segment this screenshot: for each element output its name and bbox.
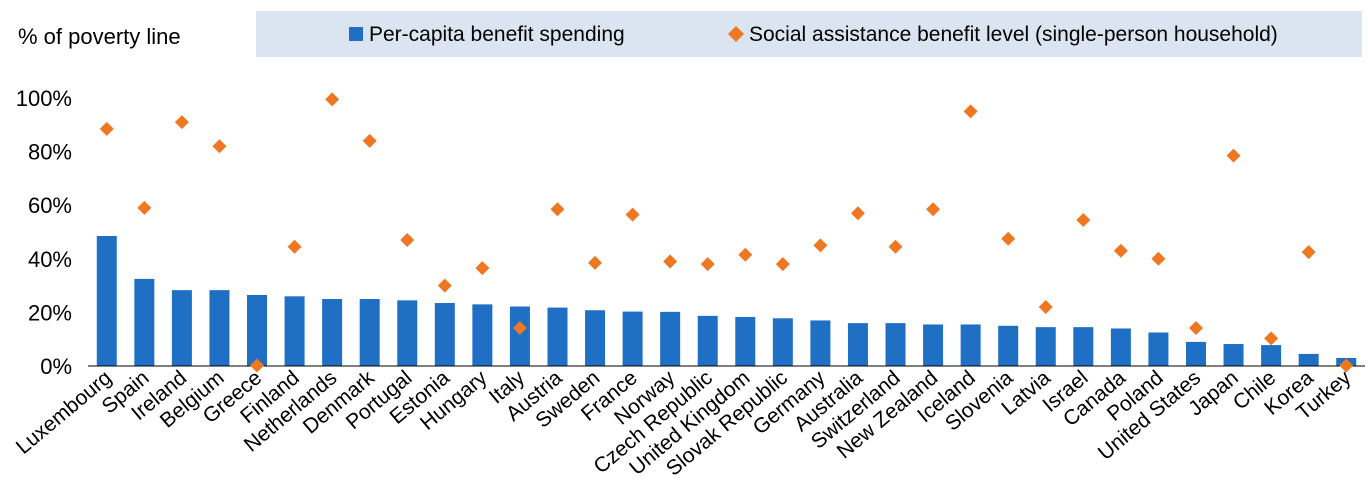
diamond-marker bbox=[850, 206, 865, 221]
bar-mark bbox=[209, 290, 230, 366]
bar-mark bbox=[885, 323, 906, 366]
diamond-marker bbox=[775, 257, 790, 272]
diamond-marker bbox=[174, 115, 189, 130]
diamond-marker bbox=[137, 200, 152, 215]
diamond-marker bbox=[700, 257, 715, 272]
bar-mark bbox=[585, 310, 606, 366]
diamond-marker bbox=[625, 207, 640, 222]
diamond-marker bbox=[1113, 243, 1128, 258]
legend-bar-label: Per-capita benefit spending bbox=[369, 23, 625, 46]
diamond-marker bbox=[212, 139, 227, 154]
diamond-marker bbox=[437, 278, 452, 293]
diamond-marker bbox=[663, 254, 678, 269]
y-tick-label: 40% bbox=[28, 247, 72, 272]
diamond-marker bbox=[1339, 358, 1354, 373]
diamond-marker bbox=[1301, 245, 1316, 260]
diamond-marker bbox=[99, 121, 114, 136]
bar-mark bbox=[810, 320, 831, 366]
bar-mark bbox=[171, 290, 192, 366]
bar-mark bbox=[547, 307, 568, 366]
diamond-marker bbox=[550, 202, 565, 217]
x-tick-label: Luxembourg bbox=[12, 366, 116, 459]
diamond-marker bbox=[325, 92, 340, 107]
bar-mark bbox=[247, 294, 268, 366]
y-axis-label: % of poverty line bbox=[18, 24, 181, 49]
bar-mark bbox=[960, 324, 981, 366]
diamond-marker bbox=[287, 239, 302, 254]
bar-mark bbox=[772, 318, 793, 366]
diamond-marker bbox=[250, 358, 265, 373]
bar-mark bbox=[622, 311, 643, 366]
diamond-marker bbox=[588, 255, 603, 270]
bar-mark bbox=[359, 299, 380, 366]
diamond-marker bbox=[1264, 331, 1279, 346]
diamond-marker bbox=[362, 133, 377, 148]
bar-mark bbox=[660, 311, 681, 366]
bar-mark bbox=[96, 236, 117, 366]
diamond-marker bbox=[926, 202, 941, 217]
bar-mark bbox=[1223, 344, 1244, 366]
bar-mark bbox=[1110, 328, 1131, 366]
legend-bar-swatch bbox=[349, 27, 363, 41]
bar-mark bbox=[434, 303, 455, 366]
diamond-marker bbox=[1188, 320, 1203, 335]
bars-group bbox=[96, 236, 1357, 366]
bar-mark bbox=[284, 296, 305, 366]
bar-mark bbox=[472, 304, 493, 366]
y-tick-label: 0% bbox=[40, 354, 72, 379]
diamond-marker bbox=[1151, 251, 1166, 266]
y-tick-label: 60% bbox=[28, 193, 72, 218]
bar-mark bbox=[847, 323, 868, 366]
bar-mark bbox=[1298, 353, 1319, 366]
bar-mark bbox=[134, 278, 155, 366]
x-axis-labels: LuxembourgSpainIrelandBelgiumGreeceFinla… bbox=[12, 366, 1356, 481]
bar-mark bbox=[1185, 341, 1206, 366]
y-tick-label: 80% bbox=[28, 140, 72, 165]
diamond-marker bbox=[813, 238, 828, 253]
y-tick-label: 20% bbox=[28, 300, 72, 325]
diamond-marker bbox=[738, 247, 753, 262]
diamond-marker bbox=[1226, 148, 1241, 163]
y-tick-label: 100% bbox=[16, 86, 72, 111]
legend-diamond-swatch bbox=[728, 26, 744, 42]
bar-mark bbox=[697, 315, 718, 366]
diamond-marker bbox=[512, 320, 527, 335]
diamond-marker bbox=[400, 233, 415, 248]
markers-group bbox=[99, 92, 1354, 373]
bar-mark bbox=[1035, 327, 1056, 366]
bar-mark bbox=[322, 299, 343, 366]
bar-mark bbox=[923, 324, 944, 366]
y-axis-ticks: 0% 20% 40% 60% 80% 100% bbox=[16, 86, 72, 379]
bar-mark bbox=[1148, 332, 1169, 366]
diamond-marker bbox=[1076, 212, 1091, 227]
bar-mark bbox=[735, 316, 756, 366]
diamond-marker bbox=[475, 261, 490, 276]
bar-mark bbox=[998, 325, 1019, 366]
legend-box bbox=[256, 11, 1362, 57]
bar-mark bbox=[509, 306, 530, 366]
diamond-marker bbox=[888, 239, 903, 254]
legend-diamond-label: Social assistance benefit level (single-… bbox=[749, 23, 1278, 46]
bar-mark bbox=[1073, 327, 1094, 366]
diamond-marker bbox=[1001, 231, 1016, 246]
bar-mark bbox=[397, 300, 418, 366]
diamond-marker bbox=[1038, 300, 1053, 315]
bar-mark bbox=[1261, 345, 1282, 366]
diamond-marker bbox=[963, 104, 978, 119]
